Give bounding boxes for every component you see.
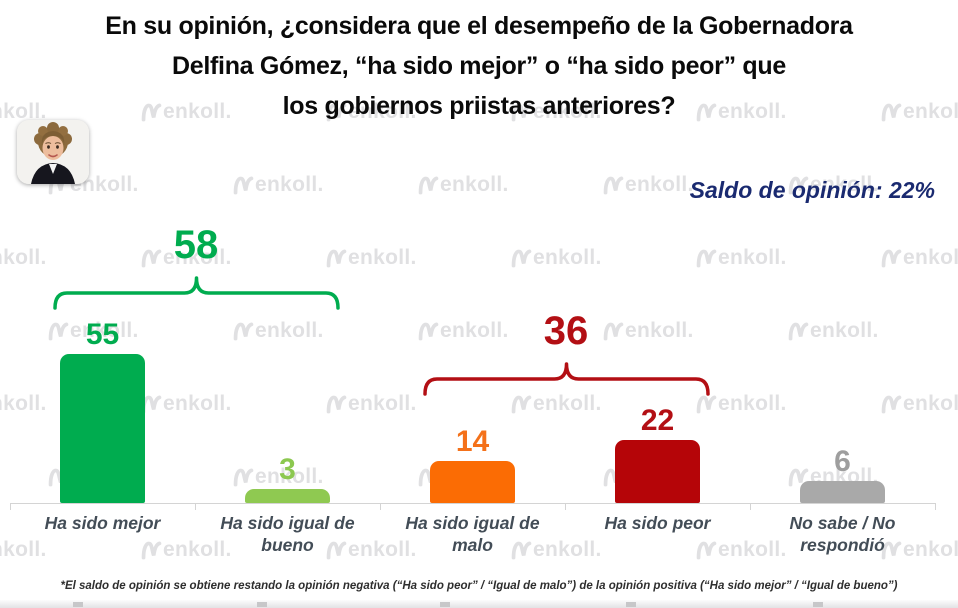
axis-tick — [195, 503, 196, 510]
category-label: Ha sido igual de malo — [405, 513, 540, 555]
group-total-label: 36 — [543, 309, 589, 353]
group-bracket — [52, 276, 340, 310]
footnote-text: *El saldo de opinión se obtiene restando… — [60, 580, 898, 592]
question-title: En su opinión, ¿considera que el desempe… — [0, 6, 958, 126]
question-title-line-2: Delfina Gómez, “ha sido mejor” o “ha sid… — [172, 52, 786, 80]
footer-mark — [626, 602, 636, 607]
bar-1 — [60, 354, 145, 503]
bar-3 — [430, 461, 515, 503]
bar-value-label: 55 — [85, 318, 120, 351]
category-label: Ha sido peor — [604, 513, 711, 533]
bar-2 — [245, 489, 330, 503]
bar-4 — [615, 440, 700, 503]
footer-mark — [813, 602, 823, 607]
axis-tick — [750, 503, 751, 510]
axis-tick — [935, 503, 936, 510]
axis-tick — [380, 503, 381, 510]
x-axis-line — [10, 503, 935, 504]
bar-value-label: 3 — [279, 453, 296, 486]
footer-strip — [0, 600, 958, 608]
group-total-label: 58 — [173, 223, 219, 267]
category-label: Ha sido mejor — [44, 513, 161, 533]
question-title-line-3: los gobiernos priistas anteriores? — [282, 92, 676, 120]
category-label: Ha sido igual de bueno — [220, 513, 355, 555]
footer-mark — [257, 602, 267, 607]
axis-tick — [565, 503, 566, 510]
footer-mark — [440, 602, 450, 607]
bar-5 — [800, 481, 885, 503]
category-label: No sabe / No respondió — [789, 513, 896, 555]
footer-mark — [73, 602, 83, 607]
bar-value-label: 22 — [640, 404, 675, 437]
bar-value-label: 14 — [455, 425, 490, 458]
axis-tick — [10, 503, 11, 510]
group-bracket — [422, 362, 710, 396]
portrait-illustration — [17, 120, 89, 184]
delfina-gomez-photo — [17, 120, 89, 184]
question-title-line-1: En su opinión, ¿considera que el desempe… — [105, 12, 853, 40]
saldo-de-opinion-text: Saldo de opinión: 22% — [689, 177, 935, 203]
bar-value-label: 6 — [834, 445, 851, 478]
